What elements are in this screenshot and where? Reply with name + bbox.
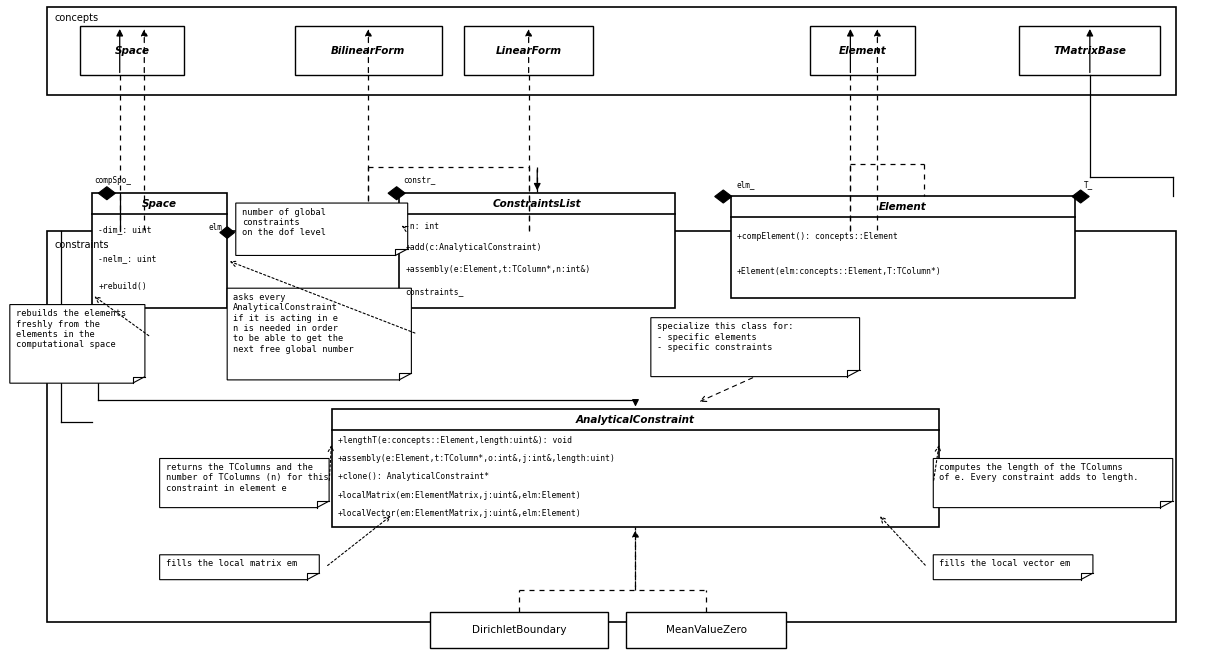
Bar <box>464 26 593 75</box>
Text: Element: Element <box>839 46 887 56</box>
Polygon shape <box>220 227 235 238</box>
Polygon shape <box>10 305 145 383</box>
Text: computes the length of the TColumns
of e. Every constraint adds to length.: computes the length of the TColumns of e… <box>939 463 1138 483</box>
Text: constraints_: constraints_ <box>405 287 464 296</box>
Text: +rebuild(): +rebuild() <box>98 282 147 291</box>
Text: +localVector(em:ElementMatrix,j:uint&,elm:Element): +localVector(em:ElementMatrix,j:uint&,el… <box>338 509 581 518</box>
Polygon shape <box>160 458 329 508</box>
Text: -n: int: -n: int <box>405 221 440 231</box>
Text: concepts: concepts <box>54 13 98 23</box>
Text: -dim_: uint: -dim_: uint <box>98 225 152 234</box>
Text: elm_: elm_ <box>209 222 227 231</box>
Bar <box>80 26 184 75</box>
Polygon shape <box>388 187 405 200</box>
Text: Space: Space <box>142 198 177 209</box>
Bar <box>399 193 675 308</box>
Text: +lengthT(e:concepts::Element,length:uint&): void: +lengthT(e:concepts::Element,length:uint… <box>338 436 572 445</box>
Polygon shape <box>933 458 1173 508</box>
Polygon shape <box>160 555 319 580</box>
Text: fills the local vector em: fills the local vector em <box>939 559 1071 569</box>
Bar <box>295 26 442 75</box>
Text: TMatrixBase: TMatrixBase <box>1054 46 1126 56</box>
Text: Space: Space <box>114 46 150 56</box>
Bar <box>92 193 227 308</box>
Text: +assembly(e:Element,t:TColumn*,o:int&,j:int&,length:uint): +assembly(e:Element,t:TColumn*,o:int&,j:… <box>338 454 615 463</box>
Bar <box>810 26 915 75</box>
Text: rebuilds the elements
freshly from the
elements in the
computational space: rebuilds the elements freshly from the e… <box>16 309 126 349</box>
Text: BilinearForm: BilinearForm <box>332 46 405 56</box>
Text: elm_: elm_ <box>737 179 755 189</box>
Text: +compElement(): concepts::Element: +compElement(): concepts::Element <box>737 233 898 241</box>
Bar <box>47 7 1176 95</box>
Polygon shape <box>715 190 732 203</box>
Bar <box>430 612 608 648</box>
Polygon shape <box>236 203 408 255</box>
Polygon shape <box>933 555 1093 580</box>
Text: asks every
AnalyticalConstraint
if it is acting in e
n is needed in order
to be : asks every AnalyticalConstraint if it is… <box>233 293 354 354</box>
Polygon shape <box>1072 190 1089 203</box>
Bar <box>731 196 1074 298</box>
Text: DirichletBoundary: DirichletBoundary <box>472 626 566 635</box>
Text: +localMatrix(em:ElementMatrix,j:uint&,elm:Element): +localMatrix(em:ElementMatrix,j:uint&,el… <box>338 491 581 500</box>
Text: constr_: constr_ <box>403 176 435 185</box>
Text: Element: Element <box>879 202 926 212</box>
Text: +Element(elm:concepts::Element,T:TColumn*): +Element(elm:concepts::Element,T:TColumn… <box>737 267 942 276</box>
Text: ConstraintsList: ConstraintsList <box>492 198 582 209</box>
Text: MeanValueZero: MeanValueZero <box>666 626 747 635</box>
Text: compSpo_: compSpo_ <box>95 176 131 185</box>
Text: constraints: constraints <box>54 240 108 250</box>
Text: specialize this class for:
- specific elements
- specific constraints: specialize this class for: - specific el… <box>657 322 793 352</box>
Text: +assembly(e:Element,t:TColumn*,n:int&): +assembly(e:Element,t:TColumn*,n:int&) <box>405 265 591 274</box>
Text: T_: T_ <box>1084 179 1094 189</box>
Text: LinearForm: LinearForm <box>496 46 561 56</box>
Text: returns the TColumns and the
number of TColumns (n) for this
constraint in eleme: returns the TColumns and the number of T… <box>166 463 329 493</box>
Text: +clone(): AnalyticalConstraint*: +clone(): AnalyticalConstraint* <box>338 472 489 481</box>
Bar <box>332 409 939 527</box>
Text: -nelm_: uint: -nelm_: uint <box>98 253 157 263</box>
Bar <box>47 231 1176 622</box>
Polygon shape <box>98 187 115 200</box>
Text: fills the local matrix em: fills the local matrix em <box>166 559 297 569</box>
Bar <box>626 612 786 648</box>
Text: number of global
constraints
on the dof level: number of global constraints on the dof … <box>242 208 325 237</box>
Bar <box>1019 26 1160 75</box>
Text: AnalyticalConstraint: AnalyticalConstraint <box>576 415 695 425</box>
Text: +add(c:AnalyticalConstraint): +add(c:AnalyticalConstraint) <box>405 244 542 252</box>
Polygon shape <box>651 318 860 377</box>
Polygon shape <box>227 288 411 380</box>
